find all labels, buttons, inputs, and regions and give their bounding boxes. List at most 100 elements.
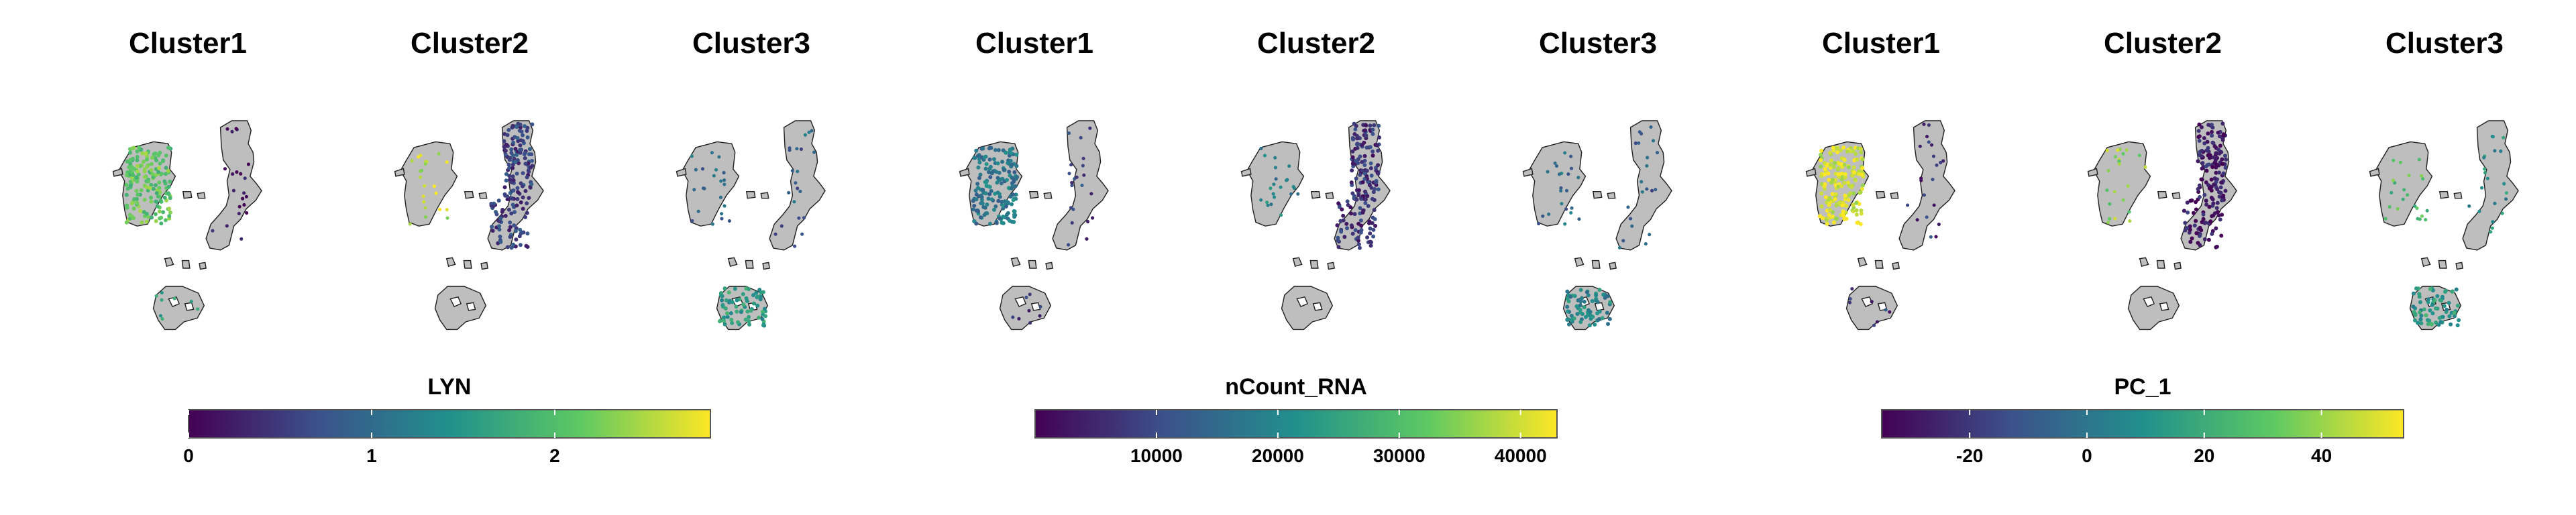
cluster-outline-s3 [164,257,174,268]
cell-point [1870,300,1874,304]
cell-point [2467,204,2471,208]
cell-point [2198,225,2202,230]
cell-point [521,133,525,137]
cell-point [780,224,784,228]
cell-point [432,184,436,188]
cluster-outline-s2 [1890,192,1899,199]
cell-point [1075,175,1079,179]
cell-point [2218,185,2223,190]
umap-panel-1 [112,120,262,331]
cell-point [1585,290,1589,294]
colorbar-tick-label: 30000 [1373,445,1426,466]
cell-point [504,172,508,176]
cluster-outline-s1 [1029,191,1039,199]
cell-point [787,190,791,194]
cell-point [1359,196,1363,201]
cell-point [2220,213,2224,217]
cell-point [1836,172,1841,176]
cell-point [1373,217,1377,221]
cell-point [419,175,423,179]
cluster-outline-s5 [480,262,488,270]
cell-point [1655,151,1660,155]
cell-point [2418,310,2422,314]
cell-point [2455,303,2460,308]
cell-point [1014,164,1019,168]
umap-panel-7 [1805,120,1955,331]
cell-point [1831,220,1836,225]
cell-point [797,216,801,220]
cell-point [994,170,999,174]
cell-point [2217,134,2222,139]
cell-point [991,157,996,162]
cell-point [419,154,423,158]
cell-point [1935,163,1939,167]
cell-point [1339,229,1344,234]
cell-point [2401,197,2405,201]
cluster-hole-1 [184,302,195,311]
cell-point [1081,156,1085,160]
cell-point [505,133,510,137]
cell-point [1345,199,1350,204]
cell-point [986,196,991,201]
cell-point [1363,128,1368,133]
cell-point [2207,186,2212,190]
cluster-outline-c1b [1522,168,1534,177]
cell-point [998,177,1003,182]
umap-panel-6 [1522,120,1672,331]
cell-point [1067,131,1071,135]
cell-point [1341,218,1346,223]
cell-point [978,172,983,177]
cell-point [511,166,515,170]
cell-point [1819,204,1824,209]
cluster-outline-c2 [1615,120,1672,251]
cell-point [509,245,514,250]
cell-point [1569,166,1574,170]
cell-point [2449,322,2453,327]
cell-point [1633,141,1638,146]
cell-point [1829,158,1833,163]
cell-point [168,196,172,201]
cell-point [725,311,730,316]
cell-point [1629,217,1633,221]
cell-point [2113,217,2117,221]
cell-point [692,188,696,192]
cell-point [994,221,999,225]
cell-point [496,198,501,203]
cell-point [1858,190,1862,195]
cell-point [2190,236,2194,241]
cell-point [1344,221,1349,226]
cell-point [1368,123,1373,128]
cluster-outline-s1 [464,191,474,199]
cell-point [235,170,239,174]
cell-point [1884,308,1888,312]
cell-point [1576,298,1580,302]
cluster-outline-c1b [1240,168,1252,177]
colorbar-tick-label: 40 [2311,445,2332,466]
cell-point [2391,178,2395,182]
cell-point [803,133,807,137]
cell-point [988,175,993,180]
cluster-outline-s5 [1609,262,1617,270]
cell-point [812,150,816,154]
cluster-outline-s5 [199,262,207,270]
cell-point [161,159,166,164]
cell-point [722,204,727,208]
cell-point [1266,203,1270,207]
cell-point [142,169,147,174]
cell-point [2420,214,2424,218]
cell-point [2417,292,2422,296]
cell-point [1557,172,1562,176]
cell-point [2429,322,2434,327]
cell-point [1578,320,1583,325]
cell-point [1342,235,1347,239]
cell-point [1843,193,1847,198]
cell-point [161,210,166,215]
colorbar-1 [188,409,711,439]
cluster-outline-s4 [463,260,472,269]
cell-point [761,310,765,314]
umap-panel-2 [394,120,544,331]
cell-point [500,209,504,214]
cell-point [1586,308,1591,312]
cell-point [1649,125,1653,129]
cell-point [1859,146,1863,151]
